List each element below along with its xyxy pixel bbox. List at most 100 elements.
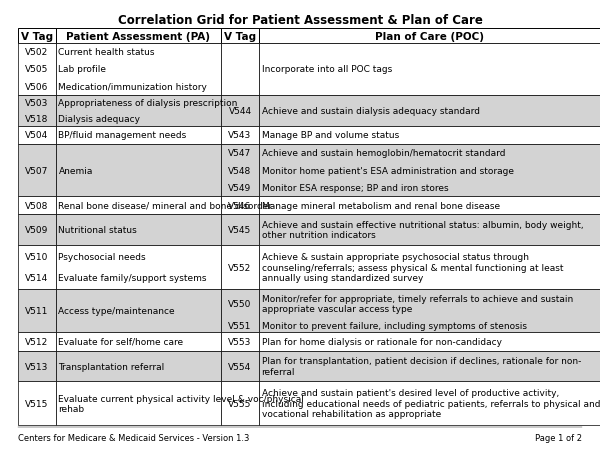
- Bar: [18, 145, 56, 197]
- Text: V503: V503: [25, 99, 49, 108]
- Text: Evaluate for self/home care: Evaluate for self/home care: [59, 337, 184, 346]
- Bar: [18, 246, 56, 289]
- Bar: [221, 246, 259, 289]
- Text: Monitor to prevent failure, including symptoms of stenosis: Monitor to prevent failure, including sy…: [262, 321, 527, 330]
- Bar: [259, 29, 600, 44]
- Bar: [18, 29, 56, 44]
- Text: V514: V514: [25, 274, 49, 283]
- Bar: [221, 289, 259, 332]
- Text: Medication/immunization history: Medication/immunization history: [59, 82, 208, 92]
- Text: BP/fluid management needs: BP/fluid management needs: [59, 131, 187, 140]
- Text: Nutritional status: Nutritional status: [59, 226, 137, 235]
- Text: V548: V548: [229, 166, 251, 175]
- Bar: [221, 332, 259, 351]
- Text: V512: V512: [25, 337, 49, 346]
- Bar: [221, 197, 259, 215]
- Bar: [221, 29, 259, 44]
- Bar: [259, 351, 600, 382]
- Text: Evaluate family/support systems: Evaluate family/support systems: [59, 274, 207, 283]
- Text: V Tag: V Tag: [224, 31, 256, 41]
- Text: V551: V551: [229, 321, 251, 330]
- Bar: [259, 197, 600, 215]
- Bar: [18, 96, 56, 126]
- Text: Achieve and sustain patient's desired level of productive activity,
including ed: Achieve and sustain patient's desired le…: [262, 388, 600, 418]
- Text: Appropriateness of dialysis prescription: Appropriateness of dialysis prescription: [59, 99, 238, 108]
- Bar: [56, 29, 221, 44]
- Text: Plan of Care (POC): Plan of Care (POC): [375, 31, 484, 41]
- Text: V509: V509: [25, 226, 49, 235]
- Bar: [259, 289, 600, 332]
- Text: V544: V544: [229, 106, 251, 116]
- Bar: [56, 96, 221, 126]
- Text: V511: V511: [25, 307, 49, 315]
- Text: V505: V505: [25, 65, 49, 75]
- Bar: [221, 126, 259, 145]
- Bar: [56, 145, 221, 197]
- Text: Plan for home dialysis or rationale for non-candidacy: Plan for home dialysis or rationale for …: [262, 337, 502, 346]
- Bar: [221, 215, 259, 246]
- Bar: [221, 44, 259, 96]
- Text: Achieve and sustain hemoglobin/hematocrit standard: Achieve and sustain hemoglobin/hematocri…: [262, 149, 505, 158]
- Bar: [259, 215, 600, 246]
- Text: V543: V543: [229, 131, 251, 140]
- Bar: [18, 382, 56, 425]
- Text: Achieve and sustain effective nutritional status: albumin, body weight,
other nu: Achieve and sustain effective nutritiona…: [262, 220, 583, 240]
- Bar: [221, 382, 259, 425]
- Text: V508: V508: [25, 201, 49, 210]
- Text: Manage mineral metabolism and renal bone disease: Manage mineral metabolism and renal bone…: [262, 201, 500, 210]
- Text: Lab profile: Lab profile: [59, 65, 107, 75]
- Bar: [259, 246, 600, 289]
- Text: V507: V507: [25, 166, 49, 175]
- Bar: [221, 351, 259, 382]
- Text: V510: V510: [25, 252, 49, 261]
- Text: V553: V553: [229, 337, 251, 346]
- Bar: [56, 197, 221, 215]
- Text: V518: V518: [25, 114, 49, 123]
- Bar: [56, 332, 221, 351]
- Text: Patient Assessment (PA): Patient Assessment (PA): [67, 31, 211, 41]
- Text: Psychosocial needs: Psychosocial needs: [59, 252, 146, 261]
- Bar: [259, 44, 600, 96]
- Text: V504: V504: [25, 131, 49, 140]
- Text: V502: V502: [25, 48, 49, 57]
- Text: Achieve & sustain appropriate psychosocial status through
counseling/referrals; : Achieve & sustain appropriate psychosoci…: [262, 252, 563, 282]
- Bar: [56, 44, 221, 96]
- Bar: [56, 382, 221, 425]
- Text: V Tag: V Tag: [21, 31, 53, 41]
- Text: V506: V506: [25, 82, 49, 92]
- Bar: [259, 96, 600, 126]
- Bar: [56, 351, 221, 382]
- Text: V546: V546: [229, 201, 251, 210]
- Text: V513: V513: [25, 362, 49, 371]
- Text: V545: V545: [229, 226, 251, 235]
- Bar: [56, 126, 221, 145]
- Text: Current health status: Current health status: [59, 48, 155, 57]
- Text: Access type/maintenance: Access type/maintenance: [59, 307, 175, 315]
- Text: Incorporate into all POC tags: Incorporate into all POC tags: [262, 65, 392, 75]
- Bar: [259, 332, 600, 351]
- Text: V550: V550: [229, 299, 251, 308]
- Bar: [56, 246, 221, 289]
- Bar: [18, 215, 56, 246]
- Bar: [259, 145, 600, 197]
- Text: V549: V549: [229, 183, 251, 193]
- Bar: [18, 332, 56, 351]
- Text: Anemia: Anemia: [59, 166, 93, 175]
- Text: V554: V554: [229, 362, 251, 371]
- Text: Dialysis adequacy: Dialysis adequacy: [59, 114, 140, 123]
- Bar: [18, 351, 56, 382]
- Text: Page 1 of 2: Page 1 of 2: [535, 433, 582, 442]
- Text: Renal bone disease/ mineral and bone disorder: Renal bone disease/ mineral and bone dis…: [59, 201, 272, 210]
- Text: Evaluate current physical activity level & voc/physical
rehab: Evaluate current physical activity level…: [59, 394, 304, 413]
- Bar: [221, 96, 259, 126]
- Bar: [221, 145, 259, 197]
- Text: V515: V515: [25, 399, 49, 408]
- Text: V552: V552: [229, 263, 251, 272]
- Text: Achieve and sustain dialysis adequacy standard: Achieve and sustain dialysis adequacy st…: [262, 106, 479, 116]
- Text: Transplantation referral: Transplantation referral: [59, 362, 165, 371]
- Text: V555: V555: [229, 399, 251, 408]
- Bar: [56, 215, 221, 246]
- Bar: [259, 382, 600, 425]
- Bar: [18, 197, 56, 215]
- Bar: [18, 289, 56, 332]
